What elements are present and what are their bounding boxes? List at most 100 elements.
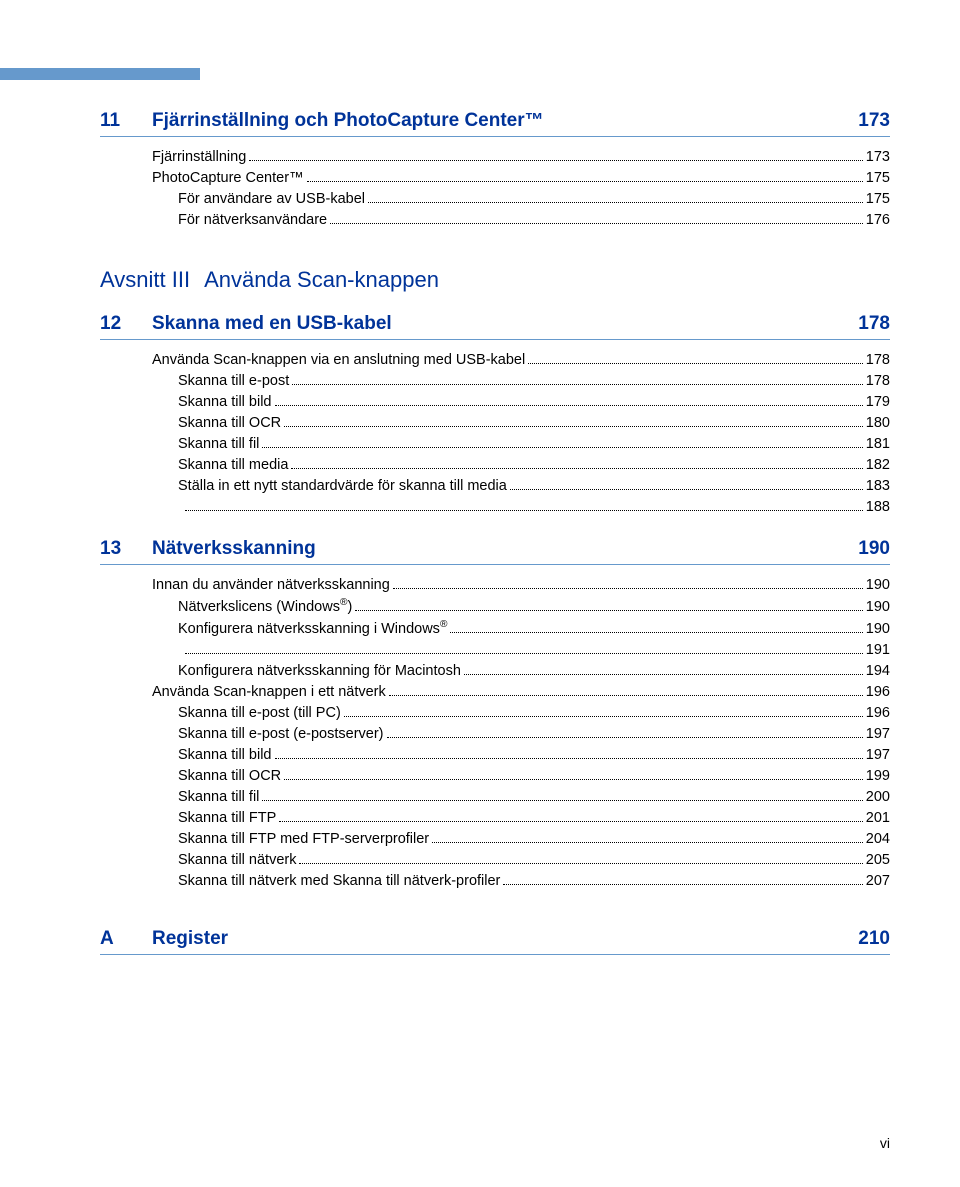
toc-entry[interactable]: Ställa in ett nytt standardvärde för ska… <box>152 476 890 497</box>
leader-dots <box>464 674 863 675</box>
entry-text: Skanna till fil <box>178 434 259 455</box>
toc-entry[interactable]: Skanna till e-post178 <box>152 371 890 392</box>
entry-text: Skanna till media <box>178 455 288 476</box>
toc-entry[interactable]: För användare av USB-kabel 175 <box>152 189 890 210</box>
entry-text: Skanna till FTP <box>178 808 276 829</box>
chapter-heading: 11 Fjärrinställning och PhotoCapture Cen… <box>100 110 890 132</box>
chapter-heading: 12 Skanna med en USB-kabel 178 <box>100 313 890 335</box>
entry-page: 196 <box>866 703 890 724</box>
chapter-title[interactable]: Fjärrinställning och PhotoCapture Center… <box>152 110 848 132</box>
section-name: Använda Scan-knappen <box>204 267 439 293</box>
toc-entry[interactable]: Konfigurera nätverksskanning för Macinto… <box>152 661 890 682</box>
entry-text: Skanna till bild <box>178 745 272 766</box>
entry-page: 197 <box>866 724 890 745</box>
entry-page: 205 <box>866 850 890 871</box>
chapter-page: 190 <box>848 538 890 560</box>
toc-entry[interactable]: För nätverksanvändare 176 <box>152 210 890 231</box>
leader-dots <box>279 821 862 822</box>
entry-text: Skanna till e-post <box>178 371 289 392</box>
toc-entry[interactable]: Skanna till fil181 <box>152 434 890 455</box>
toc-entry[interactable]: Skanna till e-post (till PC) 196 <box>152 703 890 724</box>
entry-page: 201 <box>866 808 890 829</box>
toc-entry[interactable]: Skanna till FTP med FTP-serverprofiler20… <box>152 829 890 850</box>
chapter-heading: A Register 210 <box>100 928 890 950</box>
chapter-rule <box>100 954 890 955</box>
toc-entry[interactable]: Skanna till nätverk 205 <box>152 850 890 871</box>
entry-page: 188 <box>866 497 890 518</box>
leader-dots <box>284 779 863 780</box>
leader-dots <box>185 653 863 654</box>
leader-dots <box>450 632 862 633</box>
entry-page: 199 <box>866 766 890 787</box>
toc-entry[interactable]: Skanna till e-post (e-postserver) 197 <box>152 724 890 745</box>
toc-entry[interactable]: Nätverkslicens (Windows®) 190 <box>152 596 890 618</box>
entry-text: Skanna till fil <box>178 787 259 808</box>
toc-entry[interactable]: Skanna till media 182 <box>152 455 890 476</box>
toc-entry[interactable]: Använda Scan-knappen i ett nätverk196 <box>152 682 890 703</box>
chapter-title[interactable]: Skanna med en USB-kabel <box>152 313 848 335</box>
entry-text: Skanna till e-post (till PC) <box>178 703 341 724</box>
chapter-page: 173 <box>848 110 890 132</box>
leader-dots <box>292 384 863 385</box>
entry-page: 182 <box>866 455 890 476</box>
toc-entry[interactable]: Innan du använder nätverksskanning 190 <box>152 575 890 596</box>
chapter-number: 12 <box>100 313 152 335</box>
toc-entry[interactable]: Skanna till bild 197 <box>152 745 890 766</box>
toc-entry[interactable]: Skanna till fil 200 <box>152 787 890 808</box>
leader-dots <box>284 426 863 427</box>
entry-page: 190 <box>866 575 890 596</box>
entry-text: PhotoCapture Center™ <box>152 168 304 189</box>
leader-dots <box>387 737 863 738</box>
section-heading: Avsnitt III Använda Scan-knappen <box>100 267 890 293</box>
section-label: Avsnitt III <box>100 267 190 293</box>
toc-entry[interactable]: Skanna till bild179 <box>152 392 890 413</box>
entry-text <box>178 497 182 518</box>
toc-entry[interactable]: Använda Scan-knappen via en anslutning m… <box>152 350 890 371</box>
entry-page: 204 <box>866 829 890 850</box>
toc-entry[interactable]: Fjärrinställning173 <box>152 147 890 168</box>
entry-text: Nätverkslicens (Windows®) <box>178 596 352 618</box>
chapter-title[interactable]: Register <box>152 928 848 950</box>
entry-page: 197 <box>866 745 890 766</box>
entry-page: 191 <box>866 640 890 661</box>
toc-entry-continuation: 191 <box>152 640 890 661</box>
entry-page: 207 <box>866 871 890 892</box>
leader-dots <box>503 884 862 885</box>
entry-text: Konfigurera nätverksskanning i Windows® <box>178 618 447 640</box>
entry-page: 200 <box>866 787 890 808</box>
chapter-number: 11 <box>100 110 152 132</box>
entry-text: Skanna till e-post (e-postserver) <box>178 724 384 745</box>
toc-entry[interactable]: Skanna till OCR199 <box>152 766 890 787</box>
entry-text: För nätverksanvändare <box>178 210 327 231</box>
entry-text: Skanna till nätverk <box>178 850 296 871</box>
entry-page: 180 <box>866 413 890 434</box>
entry-text: Konfigurera nätverksskanning för Macinto… <box>178 661 461 682</box>
entry-page: 175 <box>866 189 890 210</box>
leader-dots <box>355 610 863 611</box>
chapter-title[interactable]: Nätverksskanning <box>152 538 848 560</box>
toc-entry[interactable]: Skanna till FTP 201 <box>152 808 890 829</box>
entry-page: 176 <box>866 210 890 231</box>
leader-dots <box>368 202 863 203</box>
leader-dots <box>185 510 863 511</box>
entry-page: 179 <box>866 392 890 413</box>
entry-text: Använda Scan-knappen i ett nätverk <box>152 682 386 703</box>
leader-dots <box>262 447 862 448</box>
entry-text: Innan du använder nätverksskanning <box>152 575 390 596</box>
entry-text <box>178 640 182 661</box>
entry-page: 173 <box>866 147 890 168</box>
entry-page: 190 <box>866 597 890 618</box>
leader-dots <box>344 716 863 717</box>
toc-entry[interactable]: Skanna till OCR 180 <box>152 413 890 434</box>
entry-text: För användare av USB-kabel <box>178 189 365 210</box>
chapter-number: A <box>100 928 152 950</box>
toc-entry[interactable]: Skanna till nätverk med Skanna till nätv… <box>152 871 890 892</box>
entry-text: Skanna till OCR <box>178 413 281 434</box>
chapter-page: 210 <box>848 928 890 950</box>
entries-list: Använda Scan-knappen via en anslutning m… <box>152 350 890 518</box>
entries-list: Innan du använder nätverksskanning190Nät… <box>152 575 890 892</box>
entry-page: 194 <box>866 661 890 682</box>
toc-entry[interactable]: PhotoCapture Center™175 <box>152 168 890 189</box>
toc-entry[interactable]: Konfigurera nätverksskanning i Windows®1… <box>152 618 890 640</box>
chapter-rule <box>100 564 890 565</box>
